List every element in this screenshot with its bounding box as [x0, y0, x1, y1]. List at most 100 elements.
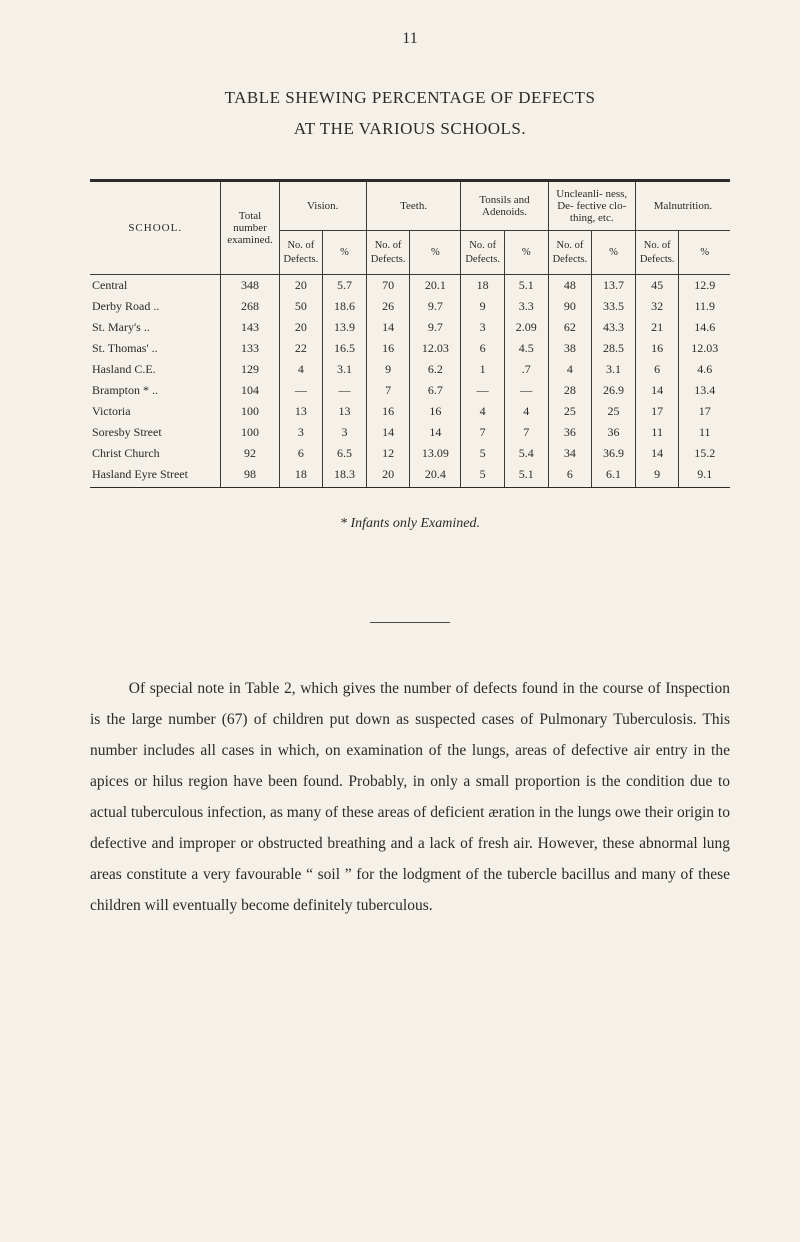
- cell-t_n: 12: [366, 443, 410, 464]
- cell-v_n: 4: [279, 359, 323, 380]
- sub-tonsils-n: No. of Defects.: [461, 231, 505, 275]
- cell-ta_n: 5: [461, 464, 505, 487]
- cell-u_p: 6.1: [592, 464, 636, 487]
- cell-m_p: 4.6: [679, 359, 730, 380]
- cell-v_n: 3: [279, 422, 323, 443]
- cell-v_p: 13: [323, 401, 367, 422]
- cell-u_n: 28: [548, 380, 592, 401]
- cell-m_n: 14: [635, 443, 679, 464]
- cell-v_p: —: [323, 380, 367, 401]
- cell-t_p: 12.03: [410, 338, 461, 359]
- cell-ta_n: 9: [461, 296, 505, 317]
- cell-t_n: 26: [366, 296, 410, 317]
- cell-v_p: 5.7: [323, 275, 367, 297]
- cell-t_n: 16: [366, 401, 410, 422]
- cell-ta_p: 4: [504, 401, 548, 422]
- cell-school: Central: [90, 275, 221, 297]
- col-vision: Vision.: [279, 182, 366, 231]
- cell-total: 100: [221, 401, 279, 422]
- cell-school: Hasland Eyre Street: [90, 464, 221, 487]
- cell-u_n: 62: [548, 317, 592, 338]
- cell-v_p: 3.1: [323, 359, 367, 380]
- cell-v_p: 18.3: [323, 464, 367, 487]
- sub-malnutrition-n: No. of Defects.: [635, 231, 679, 275]
- cell-school: Derby Road ..: [90, 296, 221, 317]
- table-row: St. Thomas' ..1332216.51612.0364.53828.5…: [90, 338, 730, 359]
- cell-ta_p: 7: [504, 422, 548, 443]
- cell-t_n: 16: [366, 338, 410, 359]
- cell-u_p: 43.3: [592, 317, 636, 338]
- cell-v_p: 3: [323, 422, 367, 443]
- cell-u_n: 48: [548, 275, 592, 297]
- cell-u_n: 4: [548, 359, 592, 380]
- sub-unclean-p: %: [592, 231, 636, 275]
- cell-u_n: 6: [548, 464, 592, 487]
- cell-m_p: 9.1: [679, 464, 730, 487]
- cell-u_p: 28.5: [592, 338, 636, 359]
- cell-ta_p: 3.3: [504, 296, 548, 317]
- cell-ta_n: 6: [461, 338, 505, 359]
- defects-table-wrapper: SCHOOL. Total number examined. Vision. T…: [90, 179, 730, 488]
- separator-rule: [370, 622, 450, 623]
- sub-tonsils-p: %: [504, 231, 548, 275]
- table-row: Christ Church9266.51213.0955.43436.91415…: [90, 443, 730, 464]
- cell-t_n: 14: [366, 317, 410, 338]
- cell-ta_p: —: [504, 380, 548, 401]
- cell-m_p: 13.4: [679, 380, 730, 401]
- cell-t_p: 6.2: [410, 359, 461, 380]
- cell-v_n: 13: [279, 401, 323, 422]
- cell-u_p: 33.5: [592, 296, 636, 317]
- col-school: SCHOOL.: [90, 182, 221, 275]
- cell-school: Christ Church: [90, 443, 221, 464]
- sub-vision-n: No. of Defects.: [279, 231, 323, 275]
- cell-v_p: 16.5: [323, 338, 367, 359]
- cell-m_n: 17: [635, 401, 679, 422]
- cell-m_n: 45: [635, 275, 679, 297]
- cell-v_n: 6: [279, 443, 323, 464]
- cell-u_p: 26.9: [592, 380, 636, 401]
- cell-u_n: 38: [548, 338, 592, 359]
- cell-school: St. Mary's ..: [90, 317, 221, 338]
- cell-school: Hasland C.E.: [90, 359, 221, 380]
- cell-t_p: 9.7: [410, 296, 461, 317]
- cell-v_n: 22: [279, 338, 323, 359]
- cell-u_n: 34: [548, 443, 592, 464]
- cell-ta_p: 5.1: [504, 275, 548, 297]
- cell-ta_p: 5.4: [504, 443, 548, 464]
- cell-total: 104: [221, 380, 279, 401]
- cell-m_p: 17: [679, 401, 730, 422]
- cell-ta_p: 4.5: [504, 338, 548, 359]
- cell-ta_n: 3: [461, 317, 505, 338]
- sub-malnutrition-p: %: [679, 231, 730, 275]
- cell-t_n: 7: [366, 380, 410, 401]
- cell-u_p: 3.1: [592, 359, 636, 380]
- cell-total: 100: [221, 422, 279, 443]
- cell-v_p: 6.5: [323, 443, 367, 464]
- cell-m_p: 14.6: [679, 317, 730, 338]
- cell-t_p: 13.09: [410, 443, 461, 464]
- table-row: Derby Road ..2685018.6269.793.39033.5321…: [90, 296, 730, 317]
- cell-v_p: 13.9: [323, 317, 367, 338]
- cell-m_n: 21: [635, 317, 679, 338]
- cell-t_p: 9.7: [410, 317, 461, 338]
- cell-m_n: 11: [635, 422, 679, 443]
- cell-t_p: 16: [410, 401, 461, 422]
- cell-t_p: 20.1: [410, 275, 461, 297]
- cell-t_p: 6.7: [410, 380, 461, 401]
- sub-unclean-n: No. of Defects.: [548, 231, 592, 275]
- page-number: 11: [90, 30, 730, 48]
- table-row: St. Mary's ..1432013.9149.732.096243.321…: [90, 317, 730, 338]
- col-total: Total number examined.: [221, 182, 279, 275]
- cell-m_p: 12.03: [679, 338, 730, 359]
- sub-teeth-n: No. of Defects.: [366, 231, 410, 275]
- cell-t_n: 14: [366, 422, 410, 443]
- cell-ta_n: 4: [461, 401, 505, 422]
- body-paragraph: Of special note in Table 2, which gives …: [90, 673, 730, 921]
- cell-m_p: 11.9: [679, 296, 730, 317]
- cell-m_p: 12.9: [679, 275, 730, 297]
- cell-m_n: 6: [635, 359, 679, 380]
- cell-v_n: 20: [279, 317, 323, 338]
- cell-total: 98: [221, 464, 279, 487]
- table-row: Hasland Eyre Street981818.32020.455.166.…: [90, 464, 730, 487]
- cell-t_p: 14: [410, 422, 461, 443]
